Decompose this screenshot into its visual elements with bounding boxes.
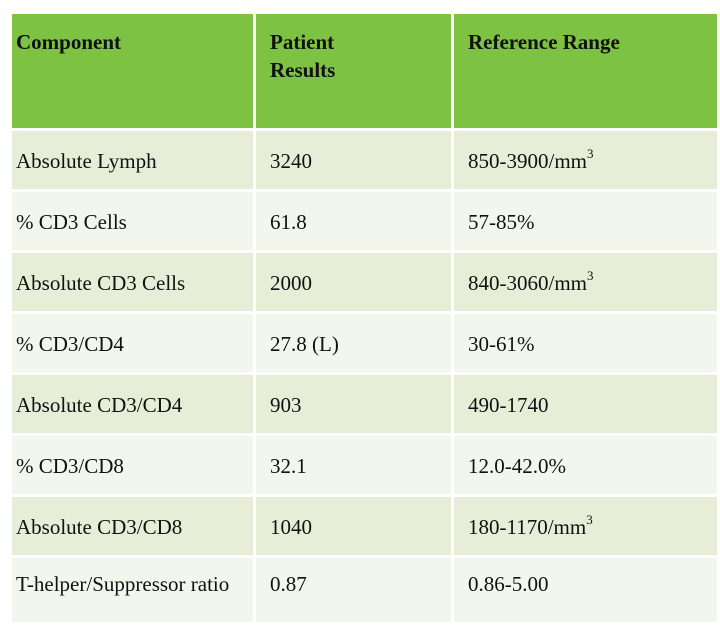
reference-range-value: 490-1740 <box>468 393 549 417</box>
reference-range-cell: 0.86-5.00 <box>451 555 720 625</box>
table-row: Absolute CD3/CD4 903 490-1740 <box>9 372 720 436</box>
table-header-row: Component Patient Results Reference Range <box>9 11 720 131</box>
patient-result-cell: 0.87 <box>253 555 454 625</box>
reference-range-cell: 12.0-42.0% <box>451 433 720 497</box>
reference-range-value: 0.86-5.00 <box>468 572 549 596</box>
header-component: Component <box>9 11 256 131</box>
reference-range-value: 30-61% <box>468 332 535 356</box>
reference-range-cell: 180-1170/mm3 <box>451 494 720 558</box>
table-row: % CD3 Cells 61.8 57-85% <box>9 189 720 253</box>
table-body: Absolute Lymph 3240 850-3900/mm3% CD3 Cell… <box>9 128 720 625</box>
patient-result-cell: 903 <box>253 372 454 436</box>
header-patient-results-line2: Results <box>270 58 336 82</box>
component-cell: Absolute CD3 Cells <box>9 250 256 314</box>
component-cell: Absolute Lymph <box>9 128 256 192</box>
table-row: Absolute Lymph 3240 850-3900/mm3 <box>9 128 720 192</box>
header-component-label: Component <box>16 30 122 54</box>
lab-results-table-container: Component Patient Results Reference Range… <box>9 11 720 625</box>
patient-result-cell: 61.8 <box>253 189 454 253</box>
patient-result-cell: 3240 <box>253 128 454 192</box>
component-cell: Absolute CD3/CD4 <box>9 372 256 436</box>
patient-result-cell: 2000 <box>253 250 454 314</box>
patient-result-cell: 1040 <box>253 494 454 558</box>
reference-range-value: 840-3060/mm <box>468 271 587 295</box>
reference-range-cell: 57-85% <box>451 189 720 253</box>
header-reference-range: Reference Range <box>451 11 720 131</box>
reference-range-value: 12.0-42.0% <box>468 454 566 478</box>
reference-range-value: 180-1170/mm <box>468 515 587 539</box>
reference-range-cell: 850-3900/mm3 <box>451 128 720 192</box>
header-reference-range-label: Reference Range <box>468 30 620 54</box>
header-patient-results-line1: Patient <box>270 30 335 54</box>
reference-range-exponent: 3 <box>587 146 594 161</box>
reference-range-cell: 840-3060/mm3 <box>451 250 720 314</box>
lab-results-table: Component Patient Results Reference Range… <box>9 11 720 625</box>
reference-range-exponent: 3 <box>587 268 594 283</box>
reference-range-value: 57-85% <box>468 210 535 234</box>
patient-result-cell: 32.1 <box>253 433 454 497</box>
component-cell: Absolute CD3/CD8 <box>9 494 256 558</box>
reference-range-cell: 30-61% <box>451 311 720 375</box>
table-row: % CD3/CD8 32.1 12.0-42.0% <box>9 433 720 497</box>
patient-result-cell: 27.8 (L) <box>253 311 454 375</box>
component-cell: T-helper/Suppressor ratio <box>9 555 256 625</box>
reference-range-value: 850-3900/mm <box>468 149 587 173</box>
component-cell: % CD3/CD8 <box>9 433 256 497</box>
component-cell: % CD3 Cells <box>9 189 256 253</box>
table-row: T-helper/Suppressor ratio 0.87 0.86-5.00 <box>9 555 720 625</box>
reference-range-cell: 490-1740 <box>451 372 720 436</box>
table-row: Absolute CD3 Cells 2000 840-3060/mm3 <box>9 250 720 314</box>
component-cell: % CD3/CD4 <box>9 311 256 375</box>
table-row: % CD3/CD4 27.8 (L) 30-61% <box>9 311 720 375</box>
reference-range-exponent: 3 <box>586 512 593 527</box>
table-row: Absolute CD3/CD8 1040 180-1170/mm3 <box>9 494 720 558</box>
header-patient-results: Patient Results <box>253 11 454 131</box>
